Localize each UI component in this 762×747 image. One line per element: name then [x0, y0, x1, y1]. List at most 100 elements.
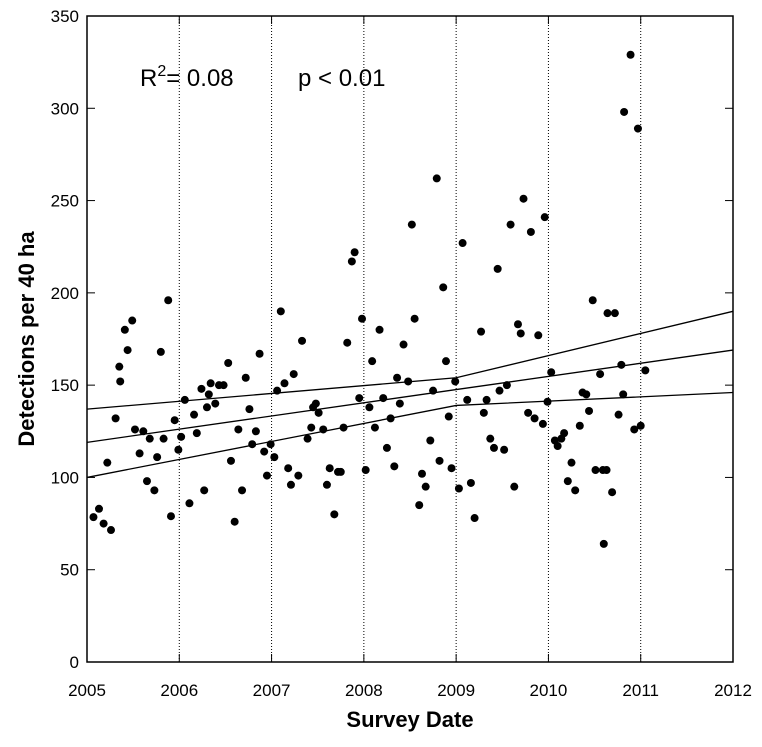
point — [197, 384, 206, 393]
point — [350, 248, 359, 257]
point — [153, 453, 162, 462]
point — [454, 484, 463, 493]
point — [139, 427, 148, 436]
point — [451, 377, 460, 386]
point — [560, 429, 569, 438]
point — [375, 325, 384, 334]
point — [626, 50, 635, 59]
point — [441, 357, 450, 366]
y-tick-label: 0 — [70, 653, 79, 672]
r-label: R — [140, 65, 157, 92]
point — [417, 469, 426, 478]
point — [241, 373, 250, 382]
r-value: = 0.08 — [166, 65, 233, 92]
point — [610, 309, 619, 318]
x-axis-label: Survey Date — [346, 707, 473, 732]
point — [314, 408, 323, 417]
point — [202, 403, 211, 412]
point — [534, 331, 543, 340]
point — [311, 399, 320, 408]
point — [368, 357, 377, 366]
point — [386, 414, 395, 423]
point — [588, 296, 597, 305]
y-tick-label: 250 — [51, 192, 79, 211]
point — [399, 340, 408, 349]
point — [567, 458, 576, 467]
point — [116, 377, 125, 386]
point — [379, 394, 388, 403]
point — [608, 488, 617, 497]
point — [620, 107, 629, 116]
point — [617, 360, 626, 369]
point — [135, 449, 144, 458]
x-tick-label: 2010 — [530, 681, 568, 700]
point — [429, 386, 438, 395]
point — [343, 338, 352, 347]
point — [347, 257, 356, 266]
point — [619, 390, 628, 399]
point — [180, 395, 189, 404]
point — [439, 283, 448, 292]
regression-line — [86, 349, 734, 444]
point — [447, 464, 456, 473]
point — [336, 467, 345, 476]
point — [630, 425, 639, 434]
point — [276, 307, 285, 316]
point — [128, 316, 137, 325]
point — [415, 501, 424, 510]
point — [130, 425, 139, 434]
point — [211, 399, 220, 408]
p-value: p < 0.01 — [298, 65, 385, 92]
point — [164, 296, 173, 305]
point — [298, 336, 307, 345]
point — [538, 419, 547, 428]
point — [641, 366, 650, 375]
point — [226, 456, 235, 465]
x-tick-label: 2007 — [253, 681, 291, 700]
point — [516, 329, 525, 338]
point — [407, 220, 416, 229]
point — [266, 440, 275, 449]
point — [115, 362, 124, 371]
point — [94, 504, 103, 513]
point — [502, 381, 511, 390]
x-tick-label: 2012 — [714, 681, 752, 700]
point — [325, 464, 334, 473]
point — [286, 480, 295, 489]
point — [435, 456, 444, 465]
point — [547, 368, 556, 377]
point — [270, 453, 279, 462]
point — [99, 519, 108, 528]
point — [599, 539, 608, 548]
point — [159, 434, 168, 443]
point — [200, 486, 209, 495]
point — [563, 477, 572, 486]
point — [120, 325, 129, 334]
y-tick-label: 100 — [51, 468, 79, 487]
x-tick-label: 2006 — [160, 681, 198, 700]
point — [636, 421, 645, 430]
point — [486, 434, 495, 443]
x-tick-label: 2011 — [622, 681, 659, 700]
point — [410, 314, 419, 323]
point — [633, 124, 642, 133]
point — [185, 499, 194, 508]
r-sup: 2 — [157, 63, 166, 80]
point — [255, 349, 264, 358]
point — [432, 174, 441, 183]
point — [370, 423, 379, 432]
point — [463, 395, 472, 404]
point — [234, 425, 243, 434]
point — [602, 466, 611, 475]
point — [192, 429, 201, 438]
x-tick-label: 2008 — [345, 681, 383, 700]
point — [489, 443, 498, 452]
point — [103, 458, 112, 467]
point — [260, 447, 269, 456]
y-tick-label: 50 — [60, 561, 79, 580]
point — [177, 432, 186, 441]
point — [248, 440, 257, 449]
point — [322, 480, 331, 489]
point — [303, 434, 312, 443]
point — [106, 526, 115, 535]
